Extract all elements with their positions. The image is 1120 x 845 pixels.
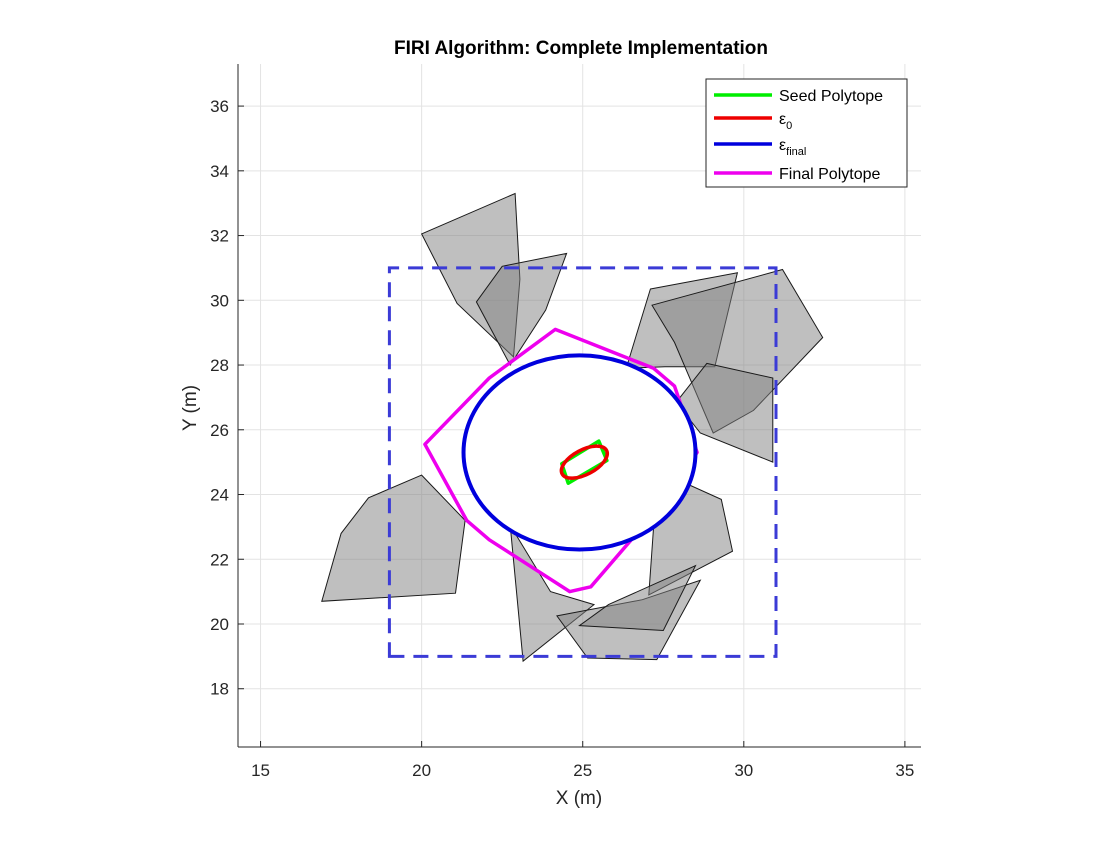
obstacles: [321, 192, 824, 663]
y-tick-label: 18: [210, 680, 229, 699]
x-tick-label: 30: [734, 761, 753, 780]
y-axis-label: Y (m): [180, 385, 201, 431]
chart-title: FIRI Algorithm: Complete Implementation: [394, 38, 768, 59]
legend-label: εfinal: [779, 137, 806, 158]
x-axis-label: X (m): [556, 788, 602, 809]
x-tick-label: 35: [895, 761, 914, 780]
legend-box: [705, 78, 908, 188]
legend-label: ε0: [779, 111, 792, 132]
series: [387, 266, 778, 658]
axes: 15 20 25 30 35 18 20 22 24 26 28 30 32 34 36: [210, 64, 921, 780]
ellipse-e0: [559, 444, 610, 480]
y-tick-label: 26: [210, 421, 229, 440]
x-tick-label: 20: [412, 761, 431, 780]
legend-label: Seed Polytope: [779, 88, 883, 105]
obstacle-polygon: [675, 362, 774, 463]
x-tick-label: 25: [573, 761, 592, 780]
y-tick-label: 24: [210, 486, 229, 505]
y-tick-label: 20: [210, 615, 229, 634]
legend-label: Final Polytope: [779, 166, 880, 183]
obstacle-polygon: [578, 564, 697, 632]
y-tick-label: 22: [210, 550, 229, 569]
y-tick-label: 32: [210, 227, 229, 246]
bounding-box: [387, 266, 778, 658]
y-tick-label: 30: [210, 291, 229, 310]
y-tick-label: 28: [210, 356, 229, 375]
seed-polytope: [560, 439, 609, 485]
obstacle-polygon: [475, 252, 568, 366]
x-tick-label: 15: [251, 761, 270, 780]
legend: Seed Polytope ε0 εfinal Final Polytope: [705, 78, 908, 188]
y-tick-label: 36: [210, 97, 229, 116]
obstacle-polygon: [321, 474, 466, 602]
y-tick-label: 34: [210, 162, 229, 181]
